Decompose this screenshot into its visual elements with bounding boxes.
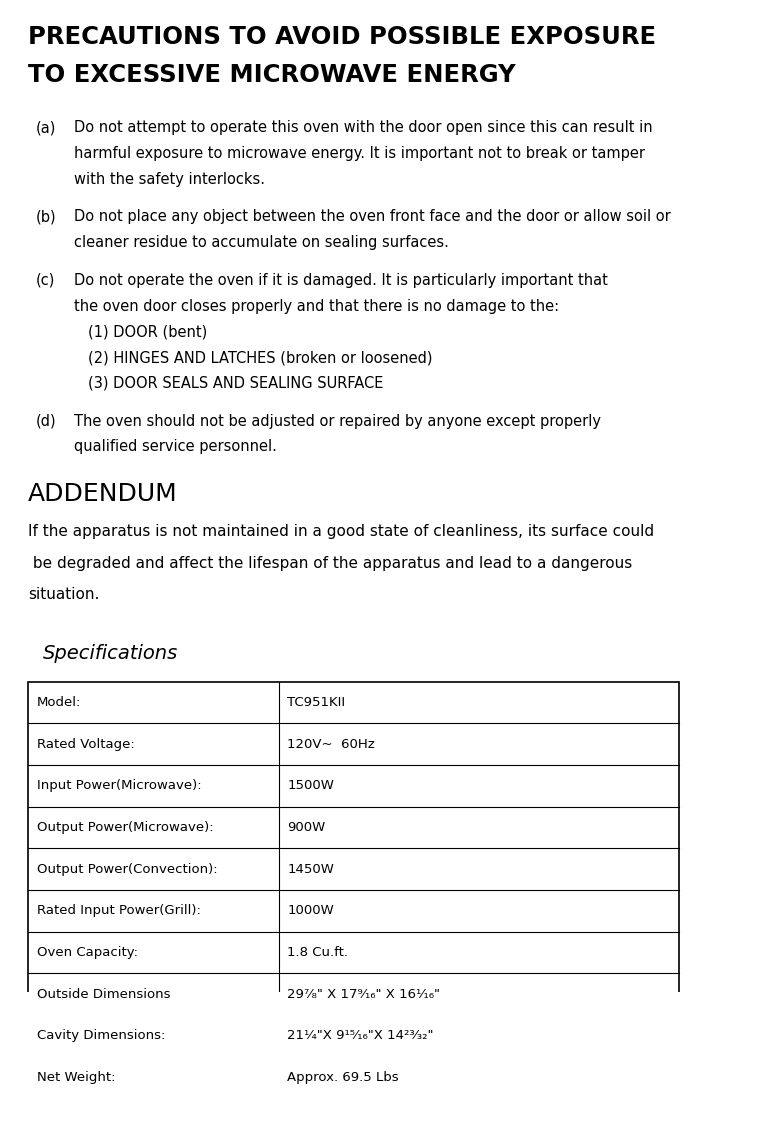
Text: Input Power(Microwave):: Input Power(Microwave): <box>37 779 202 793</box>
Text: with the safety interlocks.: with the safety interlocks. <box>74 172 266 187</box>
Text: 120V~  60Hz: 120V~ 60Hz <box>287 738 375 751</box>
Text: Model:: Model: <box>37 696 81 708</box>
Bar <box>28 681 679 1098</box>
Text: 1500W: 1500W <box>287 779 334 793</box>
Text: Rated Voltage:: Rated Voltage: <box>37 738 135 751</box>
Text: be degraded and affect the lifespan of the apparatus and lead to a dangerous: be degraded and affect the lifespan of t… <box>28 556 632 571</box>
Text: 1.8 Cu.ft.: 1.8 Cu.ft. <box>287 945 348 959</box>
Text: Do not place any object between the oven front face and the door or allow soil o: Do not place any object between the oven… <box>74 210 671 224</box>
Text: PRECAUTIONS TO AVOID POSSIBLE EXPOSURE: PRECAUTIONS TO AVOID POSSIBLE EXPOSURE <box>28 25 656 49</box>
Text: 21¹⁄₄"X 9¹⁵⁄₁₆"X 14²³⁄₃₂": 21¹⁄₄"X 9¹⁵⁄₁₆"X 14²³⁄₃₂" <box>287 1030 434 1042</box>
Text: qualified service personnel.: qualified service personnel. <box>74 440 277 454</box>
Text: Specifications: Specifications <box>42 644 178 663</box>
Text: (3) DOOR SEALS AND SEALING SURFACE: (3) DOOR SEALS AND SEALING SURFACE <box>89 376 383 391</box>
Text: The oven should not be adjusted or repaired by anyone except properly: The oven should not be adjusted or repai… <box>74 413 601 428</box>
Text: (d): (d) <box>35 413 56 428</box>
Text: Outside Dimensions: Outside Dimensions <box>37 988 170 1000</box>
Text: (1) DOOR (bent): (1) DOOR (bent) <box>89 325 208 339</box>
Text: ADDENDUM: ADDENDUM <box>28 482 178 506</box>
Text: TC951KII: TC951KII <box>287 696 346 708</box>
Text: Oven Capacity:: Oven Capacity: <box>37 945 138 959</box>
Text: the oven door closes properly and that there is no damage to the:: the oven door closes properly and that t… <box>74 298 559 313</box>
Text: cleaner residue to accumulate on sealing surfaces.: cleaner residue to accumulate on sealing… <box>74 235 449 251</box>
Text: Cavity Dimensions:: Cavity Dimensions: <box>37 1030 165 1042</box>
Text: Rated Input Power(Grill):: Rated Input Power(Grill): <box>37 904 201 917</box>
Text: situation.: situation. <box>28 588 99 603</box>
Text: 900W: 900W <box>287 821 326 834</box>
Text: (c): (c) <box>35 273 55 288</box>
Text: 1000W: 1000W <box>287 904 334 917</box>
Text: If the apparatus is not maintained in a good state of cleanliness, its surface c: If the apparatus is not maintained in a … <box>28 524 654 539</box>
Text: Approx. 69.5 Lbs: Approx. 69.5 Lbs <box>287 1071 399 1084</box>
Text: Do not operate the oven if it is damaged. It is particularly important that: Do not operate the oven if it is damaged… <box>74 273 608 288</box>
Text: Output Power(Convection):: Output Power(Convection): <box>37 862 217 876</box>
Text: (b): (b) <box>35 210 56 224</box>
Text: TO EXCESSIVE MICROWAVE ENERGY: TO EXCESSIVE MICROWAVE ENERGY <box>28 63 516 87</box>
Text: Net Weight:: Net Weight: <box>37 1071 116 1084</box>
Text: Output Power(Microwave):: Output Power(Microwave): <box>37 821 213 834</box>
Text: 1450W: 1450W <box>287 862 334 876</box>
Text: (2) HINGES AND LATCHES (broken or loosened): (2) HINGES AND LATCHES (broken or loosen… <box>89 350 433 366</box>
Text: 29⁷⁄₈" X 17⁹⁄₁₆" X 16¹⁄₁₆": 29⁷⁄₈" X 17⁹⁄₁₆" X 16¹⁄₁₆" <box>287 988 440 1000</box>
Text: (a): (a) <box>35 120 55 136</box>
Text: harmful exposure to microwave energy. It is important not to break or tamper: harmful exposure to microwave energy. It… <box>74 146 645 161</box>
Text: Do not attempt to operate this oven with the door open since this can result in: Do not attempt to operate this oven with… <box>74 120 653 136</box>
